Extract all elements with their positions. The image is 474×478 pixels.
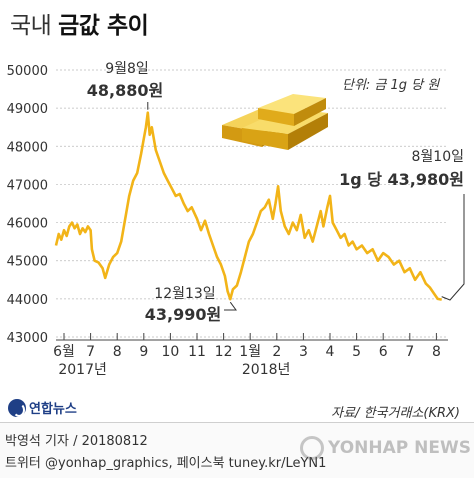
watermark: YONHAP NEWS <box>300 436 471 460</box>
year-label: 2017년 <box>58 362 107 378</box>
footer-band <box>0 394 474 422</box>
x-tick-label: 7 <box>405 344 414 360</box>
annotation-leaders <box>147 102 465 311</box>
x-tick-label: 2 <box>272 344 281 360</box>
source-label: 자료/ 한국거래소(KRX) <box>331 406 460 421</box>
logo-text: 연합뉴스 <box>29 402 77 417</box>
credit-area <box>0 422 474 478</box>
x-tick-label: 3 <box>299 344 308 360</box>
y-tick-label: 48000 <box>7 140 48 155</box>
gridlines <box>56 69 448 338</box>
x-tick-label: 8 <box>432 344 441 360</box>
x-tick-label: 6 <box>379 344 388 360</box>
x-tick-label: 10 <box>161 344 179 360</box>
x-tick-label: 6월 <box>53 344 75 360</box>
title-bold: 금값 추이 <box>58 13 149 39</box>
y-tick-label: 47000 <box>7 178 48 193</box>
page-title: 국내 금값 추이 <box>10 6 149 40</box>
y-tick-label: 49000 <box>7 102 48 117</box>
price-line <box>54 111 442 301</box>
gold-price-chart: 50000 49000 48000 47000 46000 45000 44000 43000… <box>7 61 465 378</box>
x-tick-label: 1월 <box>239 344 261 360</box>
yonhap-watermark-icon <box>300 436 324 460</box>
x-axis: 6월 7 8 9 10 11 12 1월 2 3 4 5 6 7 8 2017년 2018년 <box>53 333 448 378</box>
y-tick-label: 43000 <box>7 331 48 346</box>
annotation-value: 48,880원 <box>87 81 163 100</box>
x-tick-label: 9 <box>139 344 148 360</box>
annotation-date: 8월10일 <box>412 149 464 165</box>
watermark-text: YONHAP NEWS <box>328 438 471 458</box>
x-tick-label: 12 <box>215 344 233 360</box>
y-tick-label: 50000 <box>7 64 48 79</box>
x-tick-label: 7 <box>86 344 95 360</box>
gold-bars-icon <box>222 94 328 150</box>
annotation-date: 12월13일 <box>154 286 215 302</box>
x-tick-label: 5 <box>352 344 361 360</box>
annotation-date: 9월8일 <box>105 61 149 77</box>
leader-aug <box>441 194 465 301</box>
yonhap-logo-icon <box>8 398 26 417</box>
year-label: 2018년 <box>242 362 291 378</box>
title-light: 국내 <box>10 13 52 39</box>
annotation-value: 43,990원 <box>145 305 221 324</box>
y-tick-label: 45000 <box>7 255 48 270</box>
unit-label: 단위: 금 1g 당 원 <box>342 78 440 93</box>
logo: 연합뉴스 <box>8 398 77 417</box>
y-tick-label: 46000 <box>7 217 48 232</box>
annotations: 9월8일 48,880원 12월13일 43,990원 8월10일 1g 당 43,980… <box>87 61 464 324</box>
x-tick-label: 4 <box>326 344 335 360</box>
leader-dec <box>224 301 237 311</box>
credit-social: 트위터 @yonhap_graphics, 페이스북 tuney.kr/LeYN… <box>5 456 327 471</box>
x-tick-label: 11 <box>188 344 206 360</box>
y-tick-label: 44000 <box>7 293 48 308</box>
x-tick-label: 8 <box>113 344 122 360</box>
y-axis-labels: 50000 49000 48000 47000 46000 45000 44000 43000 <box>7 64 48 346</box>
annotation-value: 1g 당 43,980원 <box>339 170 464 189</box>
credit-reporter: 박영석 기자 / 20180812 <box>5 434 148 449</box>
